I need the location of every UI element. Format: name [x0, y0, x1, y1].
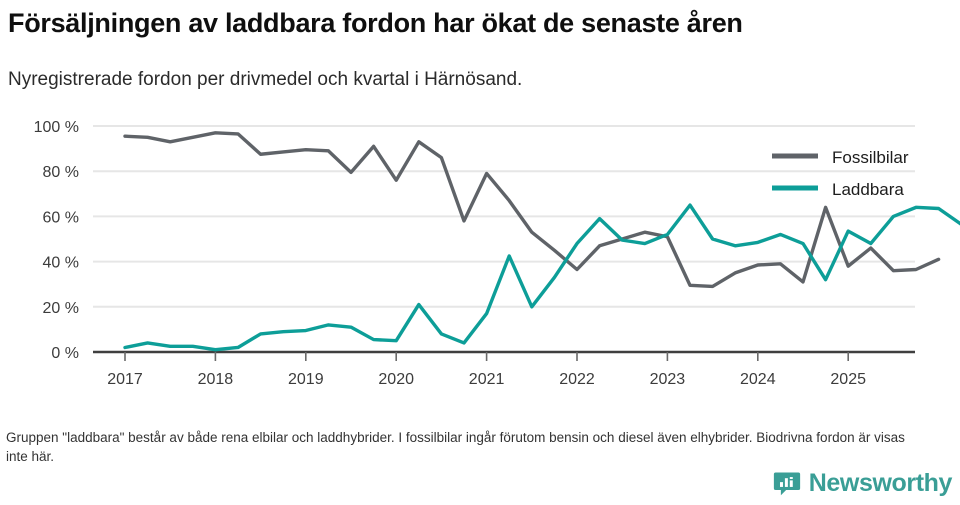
x-tick-label: 2025 [830, 371, 866, 388]
bar-chart-speech-bubble-icon [773, 472, 800, 496]
x-tick-label: 2023 [650, 371, 686, 388]
newsworthy-logo: Newsworthy [773, 466, 952, 500]
chart-plot-area: 0 % 20 % 40 % 60 % 80 % 100 % 2017 2018 2019 202… [0, 108, 960, 403]
y-tick-label: 40 % [43, 255, 79, 272]
series-line [123, 203, 960, 352]
line-chart-svg: 0 % 20 % 40 % 60 % 80 % 100 % 2017 2018 2019 202… [34, 119, 960, 388]
data-series-lines [123, 131, 960, 352]
x-axis-tick-labels: 2017 2018 2019 2020 2021 2022 2023 2024 2025 [107, 371, 866, 388]
x-tick-label: 2021 [469, 371, 505, 388]
y-tick-label: 80 % [43, 164, 79, 181]
y-tick-label: 0 % [51, 345, 79, 362]
y-tick-label: 100 % [34, 119, 79, 136]
chart-legend: Fossilbilar Laddbara [772, 148, 909, 199]
legend-label: Fossilbilar [832, 148, 909, 167]
x-tick-label: 2019 [288, 371, 324, 388]
brand-name: Newsworthy [808, 469, 953, 497]
x-tick-label: 2024 [740, 371, 776, 388]
x-axis-ticks [124, 352, 850, 361]
y-axis-tick-labels: 0 % 20 % 40 % 60 % 80 % 100 % [34, 119, 79, 362]
x-tick-label: 2017 [107, 371, 143, 388]
page-title: Försäljningen av laddbara fordon har öka… [8, 8, 743, 38]
x-tick-label: 2022 [559, 371, 595, 388]
gridlines [93, 125, 915, 308]
series-line [123, 131, 941, 289]
y-tick-label: 20 % [43, 300, 79, 317]
chart-subtitle: Nyregistrerade fordon per drivmedel och … [8, 69, 523, 90]
x-tick-label: 2018 [198, 371, 234, 388]
x-tick-label: 2020 [378, 371, 414, 388]
legend-label: Laddbara [832, 180, 904, 199]
y-tick-label: 60 % [43, 209, 79, 226]
chart-footnote: Gruppen "laddbara" består av både rena e… [6, 430, 905, 464]
